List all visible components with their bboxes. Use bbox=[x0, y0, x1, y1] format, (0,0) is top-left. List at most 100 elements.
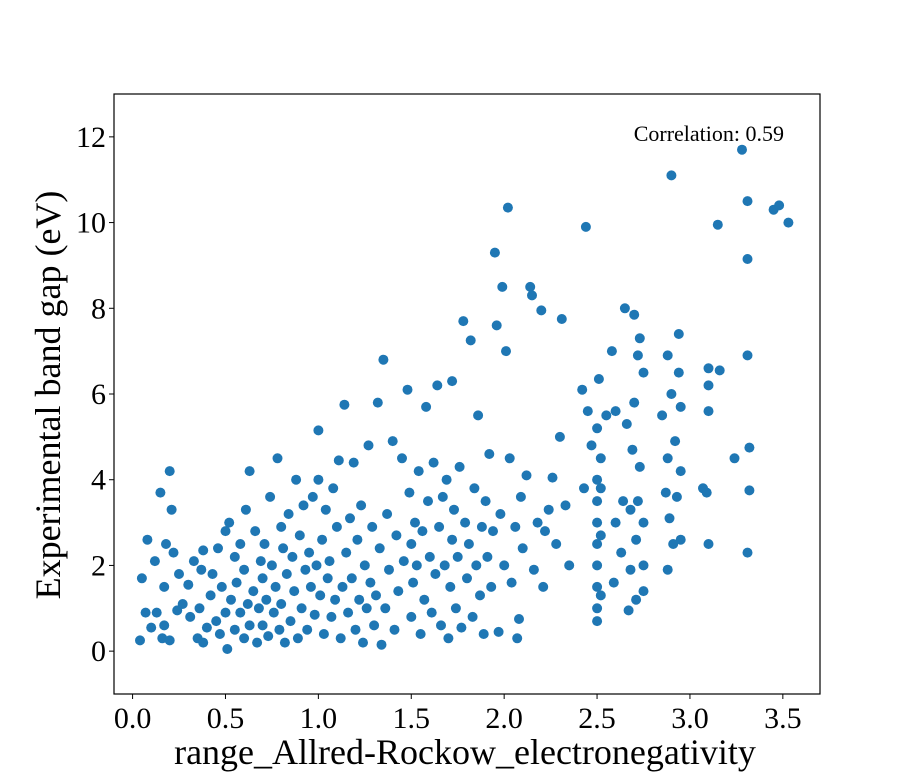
data-point bbox=[155, 487, 166, 498]
data-point bbox=[350, 624, 361, 635]
data-point bbox=[226, 594, 236, 605]
data-point bbox=[294, 530, 305, 541]
y-tick-label: 0 bbox=[91, 635, 106, 668]
data-point bbox=[302, 624, 313, 635]
data-point bbox=[673, 329, 684, 339]
data-point bbox=[439, 560, 450, 571]
data-point bbox=[662, 350, 673, 361]
data-point bbox=[582, 406, 593, 417]
data-point bbox=[235, 607, 246, 618]
data-point bbox=[309, 609, 320, 620]
y-tick-label: 4 bbox=[91, 464, 106, 497]
data-point bbox=[443, 633, 454, 644]
data-point bbox=[462, 573, 472, 584]
data-point bbox=[482, 551, 493, 562]
data-point bbox=[525, 281, 536, 292]
data-point bbox=[358, 637, 368, 648]
data-point bbox=[742, 196, 753, 207]
data-point bbox=[183, 579, 194, 590]
data-point bbox=[411, 560, 422, 571]
data-point bbox=[592, 603, 603, 614]
x-tick-label: 0.0 bbox=[114, 702, 152, 735]
data-point bbox=[220, 526, 231, 537]
data-point bbox=[592, 423, 603, 434]
data-point bbox=[608, 577, 619, 588]
data-point bbox=[391, 530, 402, 541]
data-point bbox=[593, 374, 604, 384]
data-point bbox=[313, 425, 324, 436]
data-point bbox=[345, 513, 355, 524]
data-point bbox=[512, 633, 523, 644]
data-point bbox=[397, 453, 407, 464]
data-point bbox=[436, 620, 446, 631]
data-point bbox=[270, 581, 281, 592]
data-point bbox=[491, 320, 502, 331]
data-point bbox=[484, 449, 495, 459]
data-point bbox=[413, 466, 424, 477]
data-point bbox=[560, 500, 571, 511]
data-point bbox=[211, 616, 222, 627]
data-point bbox=[311, 560, 322, 571]
data-point bbox=[402, 384, 413, 395]
data-point bbox=[136, 573, 147, 584]
data-point bbox=[398, 556, 409, 567]
data-point bbox=[272, 453, 283, 464]
data-point bbox=[423, 496, 433, 507]
data-point bbox=[296, 603, 307, 614]
data-point bbox=[313, 474, 324, 485]
data-point bbox=[592, 581, 603, 592]
data-point bbox=[504, 453, 515, 464]
data-point bbox=[473, 410, 484, 421]
data-point bbox=[248, 586, 259, 597]
data-point bbox=[322, 573, 333, 584]
data-point bbox=[621, 419, 632, 429]
data-point bbox=[629, 397, 640, 408]
data-point bbox=[465, 335, 476, 346]
data-point bbox=[266, 560, 277, 571]
data-point bbox=[268, 607, 279, 618]
data-point bbox=[456, 622, 467, 633]
data-point bbox=[618, 496, 629, 507]
data-point bbox=[428, 457, 439, 468]
data-point bbox=[140, 607, 151, 618]
data-point bbox=[662, 453, 673, 464]
data-point bbox=[346, 573, 357, 584]
data-point bbox=[214, 629, 225, 639]
data-point bbox=[480, 496, 491, 507]
data-point bbox=[235, 539, 246, 549]
data-point bbox=[201, 622, 212, 633]
data-point bbox=[445, 581, 456, 592]
data-point bbox=[447, 376, 458, 387]
y-axis: 0 2 4 6 8 10 12 bbox=[76, 121, 114, 668]
data-point bbox=[298, 500, 309, 511]
data-point bbox=[434, 521, 445, 532]
data-point bbox=[305, 581, 316, 592]
data-point bbox=[592, 496, 603, 507]
data-point bbox=[528, 564, 539, 575]
data-point bbox=[610, 517, 621, 528]
data-point bbox=[476, 521, 487, 532]
data-point bbox=[629, 309, 640, 320]
data-point bbox=[278, 543, 289, 554]
data-point bbox=[619, 303, 630, 314]
data-point bbox=[460, 517, 471, 528]
data-point bbox=[458, 316, 469, 327]
data-point bbox=[240, 504, 251, 515]
data-point bbox=[595, 590, 606, 601]
data-point bbox=[499, 560, 510, 571]
data-point bbox=[601, 410, 612, 421]
data-point bbox=[638, 367, 649, 378]
y-tick-label: 10 bbox=[76, 207, 106, 240]
data-point bbox=[495, 509, 506, 519]
data-point bbox=[382, 509, 393, 519]
data-point bbox=[146, 622, 157, 633]
data-point bbox=[712, 219, 723, 230]
data-point bbox=[410, 517, 420, 528]
x-tick-label: 2.0 bbox=[485, 702, 523, 735]
data-point bbox=[339, 399, 350, 410]
data-point bbox=[188, 556, 199, 567]
data-point bbox=[404, 487, 415, 498]
data-point bbox=[257, 573, 268, 584]
data-point bbox=[356, 500, 367, 511]
